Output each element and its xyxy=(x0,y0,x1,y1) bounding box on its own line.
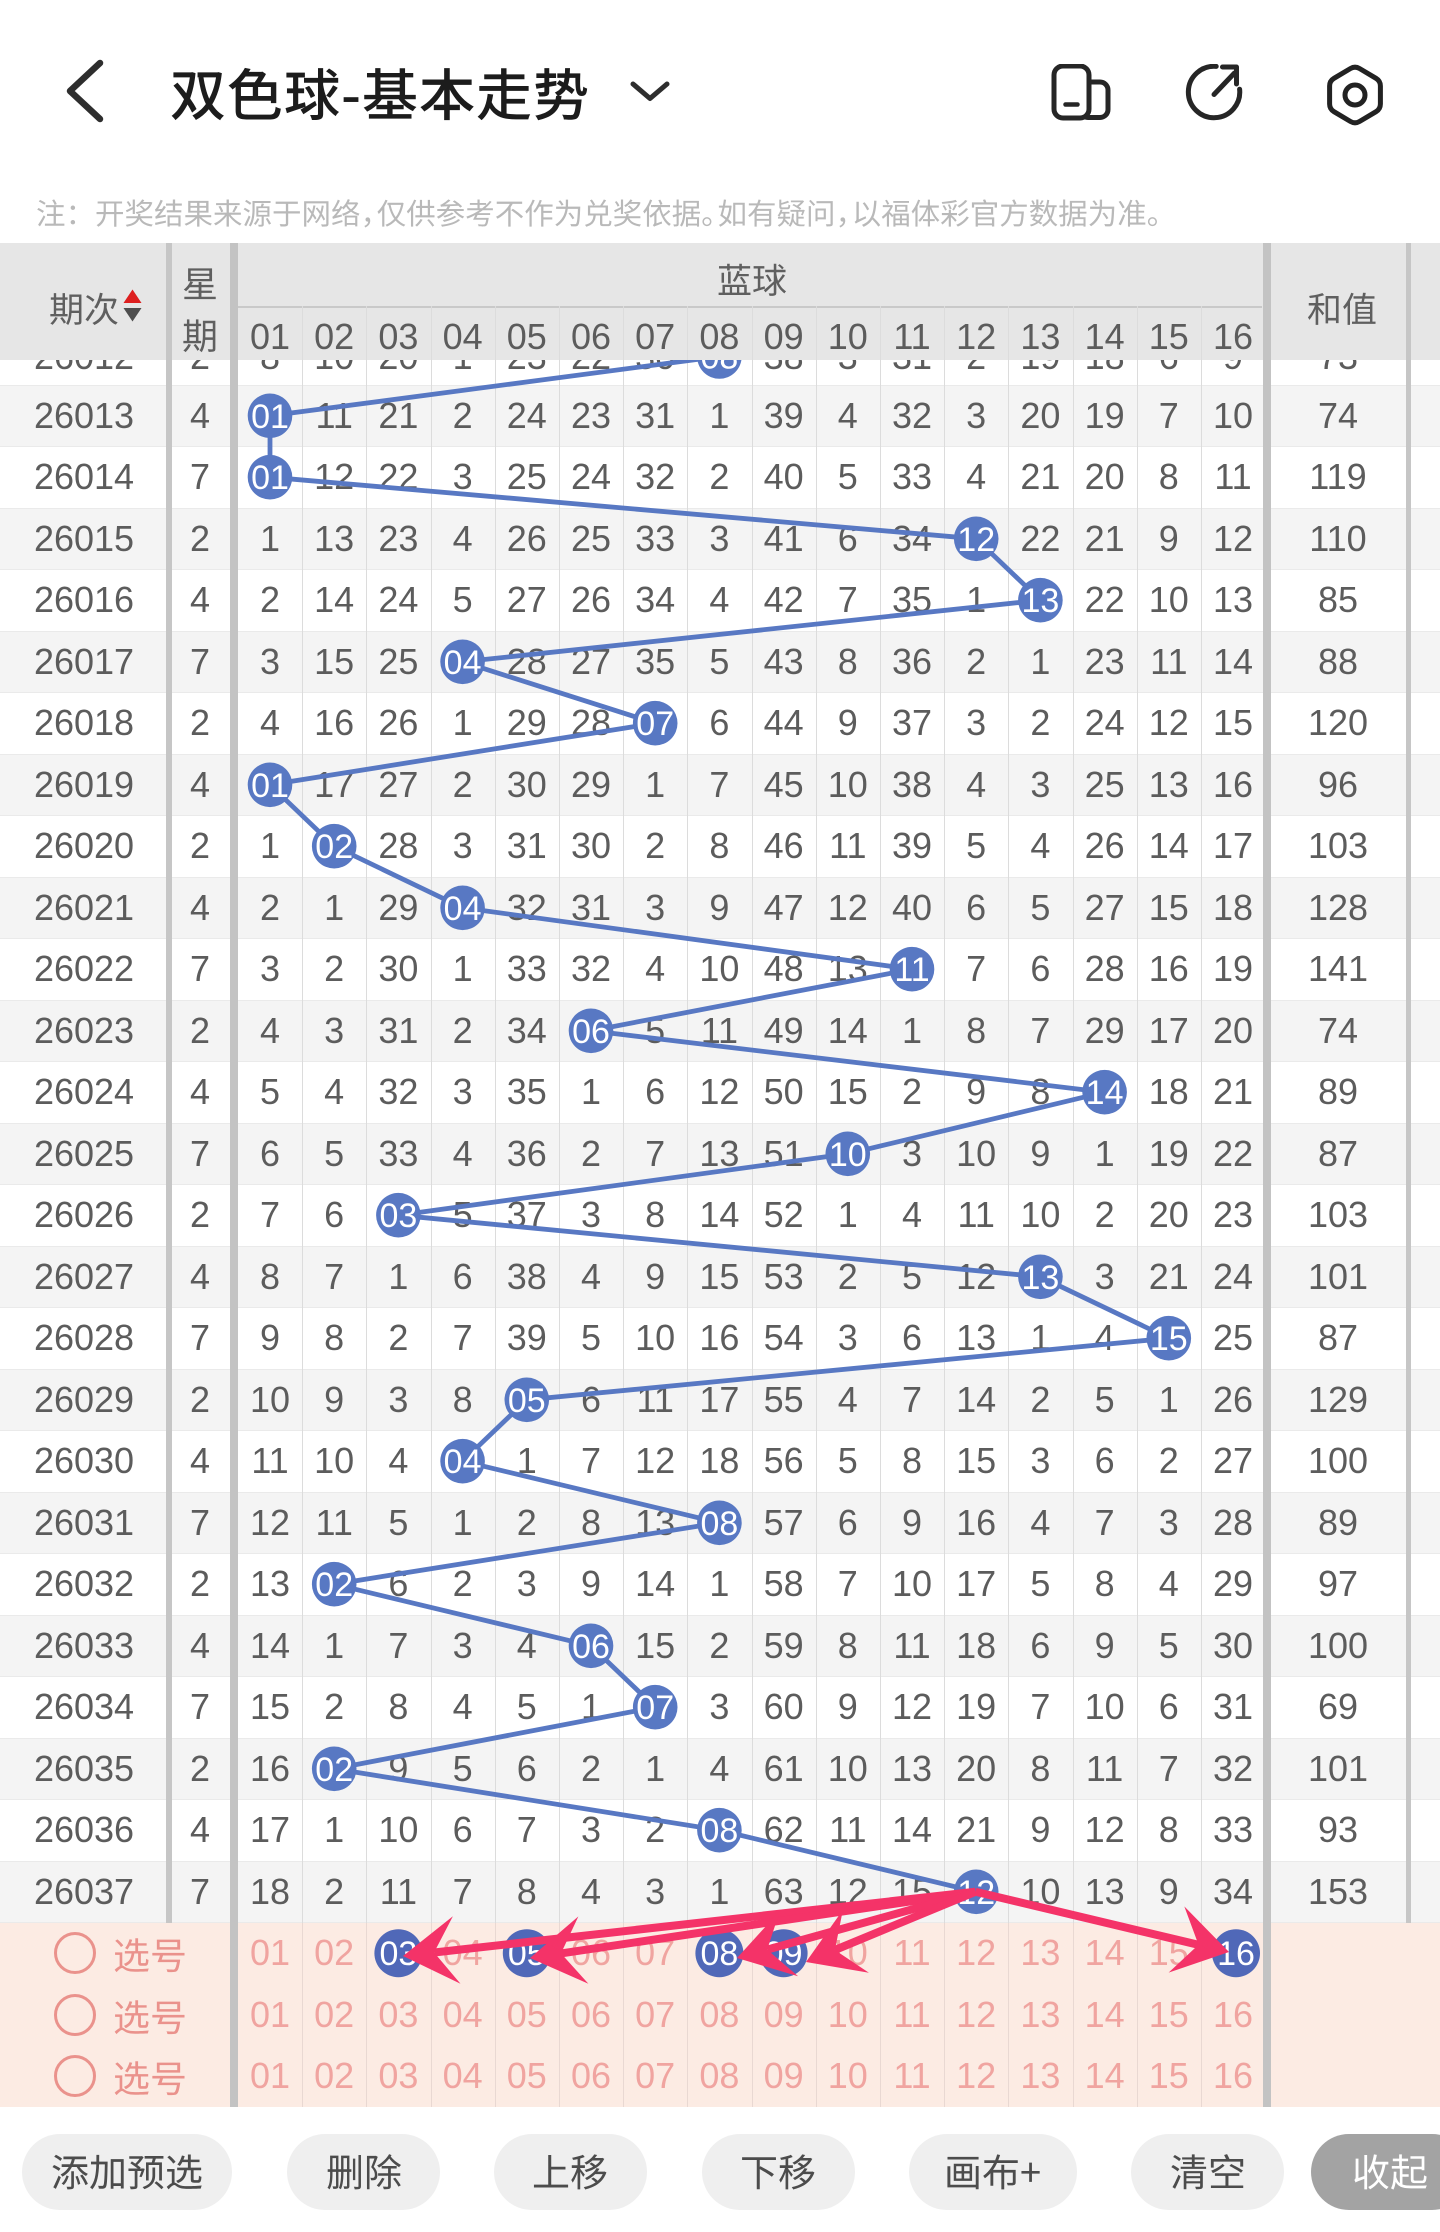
svg-text:11: 11 xyxy=(894,951,929,989)
svg-text:02: 02 xyxy=(315,1566,353,1604)
svg-text:02: 02 xyxy=(315,1751,353,1789)
svg-text:08: 08 xyxy=(700,1812,738,1850)
svg-text:04: 04 xyxy=(444,1443,482,1481)
svg-text:13: 13 xyxy=(1021,1259,1059,1297)
svg-text:12: 12 xyxy=(957,521,995,559)
svg-text:08: 08 xyxy=(700,1935,738,1973)
svg-text:16: 16 xyxy=(1217,1935,1255,1973)
svg-text:14: 14 xyxy=(1086,1074,1124,1112)
svg-text:04: 04 xyxy=(444,890,482,928)
svg-text:08: 08 xyxy=(700,1505,738,1543)
svg-text:10: 10 xyxy=(829,1136,867,1174)
svg-text:03: 03 xyxy=(379,1197,417,1235)
svg-text:01: 01 xyxy=(251,459,289,497)
svg-text:13: 13 xyxy=(1021,582,1059,620)
svg-text:06: 06 xyxy=(572,1013,610,1051)
svg-text:06: 06 xyxy=(572,1628,610,1666)
svg-text:15: 15 xyxy=(1150,1320,1188,1358)
svg-text:01: 01 xyxy=(251,767,289,805)
svg-text:01: 01 xyxy=(251,398,289,436)
svg-text:07: 07 xyxy=(636,705,674,743)
svg-text:07: 07 xyxy=(636,1689,674,1727)
svg-text:05: 05 xyxy=(508,1382,546,1420)
svg-text:02: 02 xyxy=(315,828,353,866)
svg-text:08: 08 xyxy=(700,339,738,377)
svg-text:04: 04 xyxy=(444,644,482,682)
